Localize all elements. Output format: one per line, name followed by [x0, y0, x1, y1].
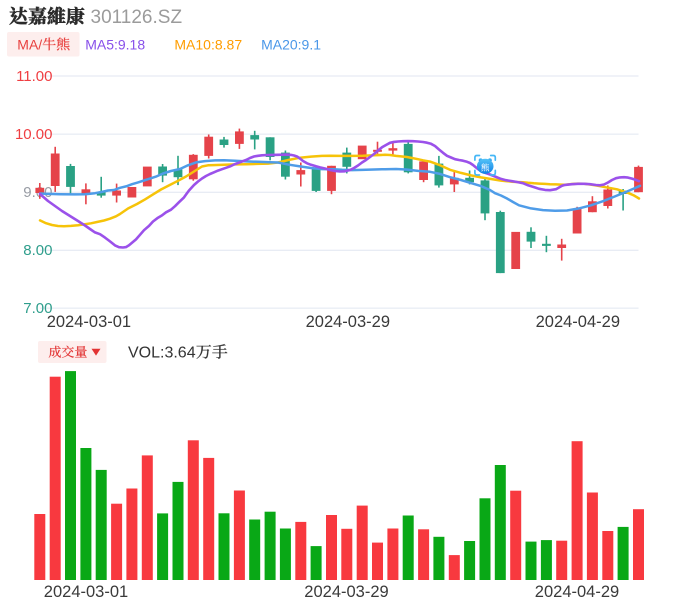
- svg-text:2024-04-29: 2024-04-29: [536, 313, 620, 331]
- svg-text:8.00: 8.00: [23, 242, 52, 259]
- svg-text:MA5:9.18: MA5:9.18: [85, 36, 145, 52]
- svg-text:VOL:3.64: VOL:3.64: [128, 345, 196, 362]
- svg-text:MA20:9.1: MA20:9.1: [261, 36, 321, 52]
- svg-text:2024-03-29: 2024-03-29: [306, 313, 390, 331]
- svg-text:MA10:8.87: MA10:8.87: [174, 36, 242, 52]
- svg-text:10.00: 10.00: [15, 126, 53, 143]
- svg-text:301126.SZ: 301126.SZ: [91, 7, 183, 28]
- svg-text:2024-03-29: 2024-03-29: [304, 583, 388, 601]
- svg-text:2024-04-29: 2024-04-29: [535, 583, 619, 601]
- svg-text:MA/: MA/: [17, 36, 42, 52]
- svg-text:2024-03-01: 2024-03-01: [47, 313, 131, 331]
- svg-text:2024-03-01: 2024-03-01: [44, 583, 128, 601]
- svg-text:7.00: 7.00: [23, 300, 52, 317]
- svg-text:11.00: 11.00: [16, 68, 52, 85]
